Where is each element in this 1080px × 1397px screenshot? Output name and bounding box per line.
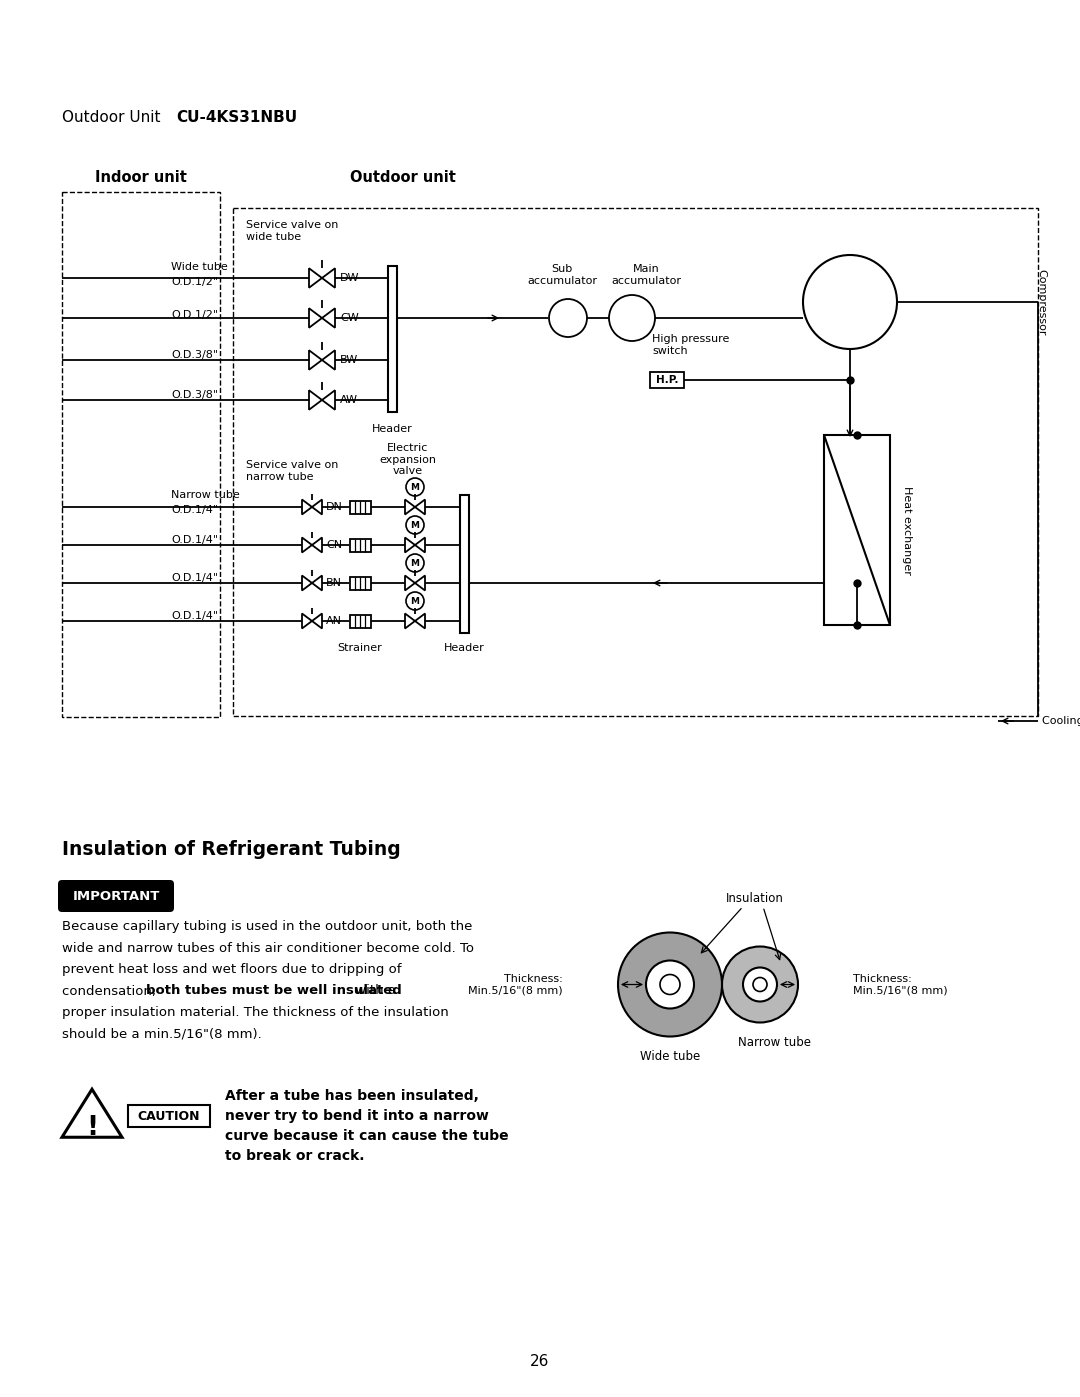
Text: Header: Header: [372, 425, 413, 434]
Text: CN: CN: [326, 541, 342, 550]
Circle shape: [804, 256, 897, 349]
Text: M: M: [410, 482, 419, 492]
Text: Wide tube: Wide tube: [639, 1051, 700, 1063]
Bar: [824, 434, 890, 624]
Text: O.D.1/2": O.D.1/2": [171, 310, 218, 320]
Text: M: M: [410, 521, 419, 529]
Text: Thickness:
Min.5/16"(8 mm): Thickness: Min.5/16"(8 mm): [853, 974, 947, 995]
Text: Compressor: Compressor: [1036, 268, 1047, 335]
Circle shape: [406, 555, 424, 571]
Text: Main
accumulator: Main accumulator: [611, 264, 681, 286]
Bar: [388, 265, 397, 412]
Bar: [350, 538, 370, 552]
Text: BN: BN: [326, 578, 342, 588]
Text: BW: BW: [340, 355, 359, 365]
Text: with a: with a: [351, 985, 396, 997]
Circle shape: [406, 478, 424, 496]
Text: Wide tube: Wide tube: [171, 263, 228, 272]
Text: DN: DN: [326, 502, 342, 511]
Text: AN: AN: [326, 616, 342, 626]
Circle shape: [406, 515, 424, 534]
Text: should be a min.5/16"(8 mm).: should be a min.5/16"(8 mm).: [62, 1028, 261, 1041]
Bar: [650, 372, 684, 388]
Text: AW: AW: [340, 395, 357, 405]
Text: O.D.1/4": O.D.1/4": [171, 610, 218, 622]
Circle shape: [743, 968, 777, 1002]
Text: Outdoor Unit: Outdoor Unit: [62, 110, 171, 126]
Text: H.P.: H.P.: [656, 374, 678, 386]
Bar: [233, 208, 1038, 717]
Text: to break or crack.: to break or crack.: [225, 1150, 365, 1164]
Text: O.D.1/2": O.D.1/2": [171, 277, 218, 286]
Text: Insulation: Insulation: [726, 891, 784, 904]
Text: CU-4KS31NBU: CU-4KS31NBU: [176, 110, 297, 126]
Text: O.D.3/8": O.D.3/8": [171, 390, 218, 400]
Text: Service valve on
narrow tube: Service valve on narrow tube: [246, 460, 338, 482]
Text: O.D.1/4": O.D.1/4": [171, 504, 218, 515]
Text: never try to bend it into a narrow: never try to bend it into a narrow: [225, 1109, 489, 1123]
Bar: [350, 577, 370, 590]
Text: CAUTION: CAUTION: [138, 1109, 200, 1123]
Bar: [460, 495, 469, 633]
Text: Heat exchanger: Heat exchanger: [902, 486, 912, 574]
Text: Outdoor unit: Outdoor unit: [350, 170, 456, 184]
Text: High pressure
switch: High pressure switch: [652, 334, 729, 356]
Text: Service valve on
wide tube: Service valve on wide tube: [246, 219, 338, 242]
Text: both tubes must be well insulated: both tubes must be well insulated: [146, 985, 402, 997]
FancyBboxPatch shape: [58, 880, 174, 912]
Circle shape: [723, 947, 798, 1023]
Circle shape: [660, 975, 680, 995]
Text: Insulation of Refrigerant Tubing: Insulation of Refrigerant Tubing: [62, 840, 401, 859]
Text: condensation,: condensation,: [62, 985, 160, 997]
Circle shape: [753, 978, 767, 992]
Circle shape: [646, 961, 694, 1009]
Circle shape: [609, 295, 654, 341]
Text: 26: 26: [530, 1355, 550, 1369]
Text: O.D.1/4": O.D.1/4": [171, 573, 218, 583]
Text: Cooling cycle: Cooling cycle: [1042, 717, 1080, 726]
Text: wide and narrow tubes of this air conditioner become cold. To: wide and narrow tubes of this air condit…: [62, 942, 474, 954]
Text: Thickness:
Min.5/16"(8 mm): Thickness: Min.5/16"(8 mm): [469, 974, 563, 995]
Bar: [350, 615, 370, 627]
Text: After a tube has been insulated,: After a tube has been insulated,: [225, 1090, 478, 1104]
Text: Header: Header: [444, 643, 484, 652]
Text: CW: CW: [340, 313, 359, 323]
Text: O.D.3/8": O.D.3/8": [171, 351, 218, 360]
Bar: [62, 191, 220, 717]
Text: prevent heat loss and wet floors due to dripping of: prevent heat loss and wet floors due to …: [62, 963, 402, 977]
Text: Electric
expansion
valve: Electric expansion valve: [379, 443, 436, 476]
Text: Indoor unit: Indoor unit: [95, 170, 187, 184]
Text: IMPORTANT: IMPORTANT: [72, 890, 160, 902]
Bar: [129, 1105, 210, 1127]
Text: !: !: [86, 1115, 98, 1141]
Text: Narrow tube: Narrow tube: [739, 1037, 811, 1049]
Text: proper insulation material. The thickness of the insulation: proper insulation material. The thicknes…: [62, 1006, 449, 1018]
Text: O.D.1/4": O.D.1/4": [171, 535, 218, 545]
Circle shape: [406, 592, 424, 610]
Text: DW: DW: [340, 272, 360, 284]
Bar: [350, 500, 370, 514]
Text: Because capillary tubing is used in the outdoor unit, both the: Because capillary tubing is used in the …: [62, 921, 472, 933]
Circle shape: [549, 299, 588, 337]
Text: curve because it can cause the tube: curve because it can cause the tube: [225, 1129, 509, 1143]
Text: Strainer: Strainer: [338, 643, 382, 652]
Text: M: M: [410, 559, 419, 567]
Circle shape: [618, 933, 723, 1037]
Text: Sub
accumulator: Sub accumulator: [527, 264, 597, 286]
Text: Narrow tube: Narrow tube: [171, 490, 240, 500]
Text: M: M: [410, 597, 419, 605]
